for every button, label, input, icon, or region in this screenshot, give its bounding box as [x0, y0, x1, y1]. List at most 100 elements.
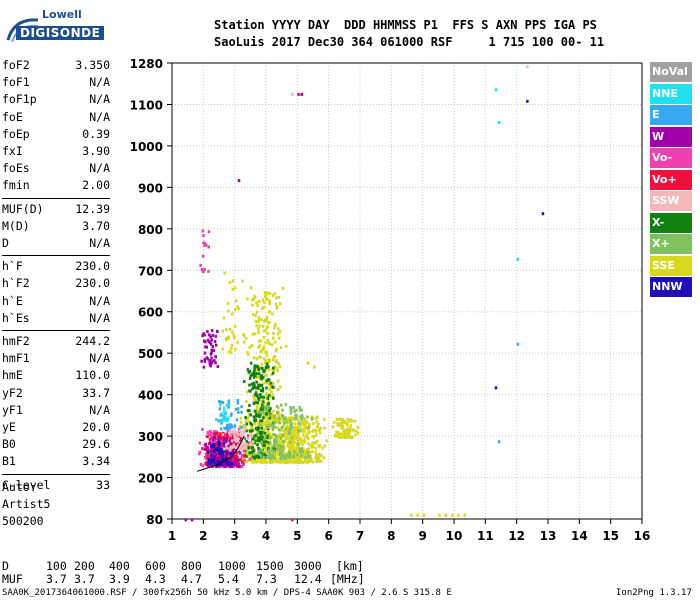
echo-point: [202, 234, 205, 237]
echo-point: [343, 419, 346, 423]
x-tick-label: 16: [634, 529, 651, 543]
echo-point: [251, 429, 254, 433]
echo-point: [202, 241, 205, 245]
echo-point: [259, 395, 263, 399]
echo-point: [226, 425, 229, 429]
echo-point: [207, 433, 210, 437]
echo-point: [221, 329, 224, 333]
echo-point: [276, 426, 280, 430]
echo-point: [209, 361, 212, 365]
echo-point: [349, 428, 352, 432]
echo-point: [208, 359, 211, 363]
param-label: h`Es: [2, 310, 30, 325]
echo-point: [240, 454, 244, 457]
echo-point: [289, 447, 293, 451]
echo-point: [319, 426, 322, 430]
echo-point: [276, 369, 280, 373]
echo-point: [256, 365, 260, 369]
echo-point: [260, 415, 263, 419]
echo-point: [267, 448, 271, 452]
echo-point: [184, 518, 187, 522]
echo-point: [234, 407, 238, 411]
echo-point: [267, 430, 270, 434]
echo-point: [211, 460, 214, 464]
legend-item: X-: [650, 212, 692, 233]
echo-point: [199, 263, 202, 267]
echo-point: [281, 286, 285, 290]
echo-point: [281, 443, 284, 447]
x-tick-label: 8: [387, 529, 395, 543]
legend-item: SSE: [650, 255, 692, 276]
echo-point: [239, 420, 243, 424]
echo-point: [226, 461, 229, 465]
echo-point: [319, 453, 322, 457]
echo-point: [255, 357, 259, 361]
echo-point: [289, 411, 293, 415]
echo-point: [235, 445, 239, 449]
echo-point: [318, 431, 322, 435]
echo-point: [210, 338, 213, 342]
echo-point: [198, 450, 202, 454]
echo-point: [274, 349, 278, 353]
echo-point: [268, 451, 271, 455]
echo-point: [277, 457, 281, 461]
muf-row-label: MUF: [2, 572, 23, 586]
param-value: N/A: [89, 402, 110, 417]
echo-point: [204, 462, 207, 466]
y-tick-label: 900: [138, 181, 163, 195]
echo-point: [251, 440, 254, 444]
echo-point: [206, 330, 209, 334]
echo-point: [234, 461, 238, 465]
echo-point: [278, 421, 282, 425]
echo-point: [285, 420, 288, 424]
echo-point: [257, 372, 261, 376]
echo-point: [294, 427, 297, 431]
y-tick-label: 80: [146, 513, 163, 527]
echo-point: [261, 410, 264, 414]
echo-point: [228, 465, 231, 469]
echo-point: [277, 417, 281, 421]
polarization-legend: NoVal NNE E W Vo- Vo+ SSW X- X+ SSE NNW: [650, 62, 692, 299]
echo-point: [258, 437, 261, 441]
x-tick-label: 4: [262, 529, 270, 543]
echo-point: [285, 430, 289, 434]
echo-point: [248, 457, 252, 461]
echo-point: [304, 426, 307, 430]
echo-point: [250, 382, 254, 386]
echo-point: [257, 383, 260, 387]
echo-point: [227, 451, 231, 455]
echo-point: [252, 449, 256, 453]
echo-point: [337, 435, 340, 438]
echo-point: [300, 422, 303, 426]
echo-point: [222, 462, 226, 466]
echo-point: [290, 432, 294, 435]
echo-point: [276, 417, 279, 421]
echo-point: [230, 423, 233, 427]
echo-point: [271, 371, 275, 375]
echo-point: [221, 449, 224, 453]
param-label: B1: [2, 454, 16, 469]
echo-point: [266, 339, 270, 343]
echo-point: [284, 427, 288, 431]
param-row: fxI 3.90: [2, 144, 110, 161]
echo-point: [246, 352, 250, 356]
echo-point: [267, 320, 270, 324]
echo-point: [241, 460, 244, 464]
echo-point: [294, 413, 297, 417]
legend-item: NNE: [650, 83, 692, 104]
echo-point: [355, 429, 358, 433]
echo-point: [311, 417, 314, 420]
echo-point: [252, 401, 256, 405]
echo-point: [272, 409, 275, 413]
echo-point: [212, 447, 215, 451]
echo-point: [249, 374, 252, 378]
param-row: yF2 33.7: [2, 386, 110, 403]
echo-point: [263, 437, 266, 441]
echo-point: [214, 343, 218, 347]
echo-point: [212, 462, 215, 466]
echo-point: [269, 381, 273, 385]
echo-point: [240, 465, 244, 469]
echo-point: [273, 456, 277, 460]
echo-point: [230, 439, 234, 443]
d-unit: [km]: [336, 559, 364, 573]
